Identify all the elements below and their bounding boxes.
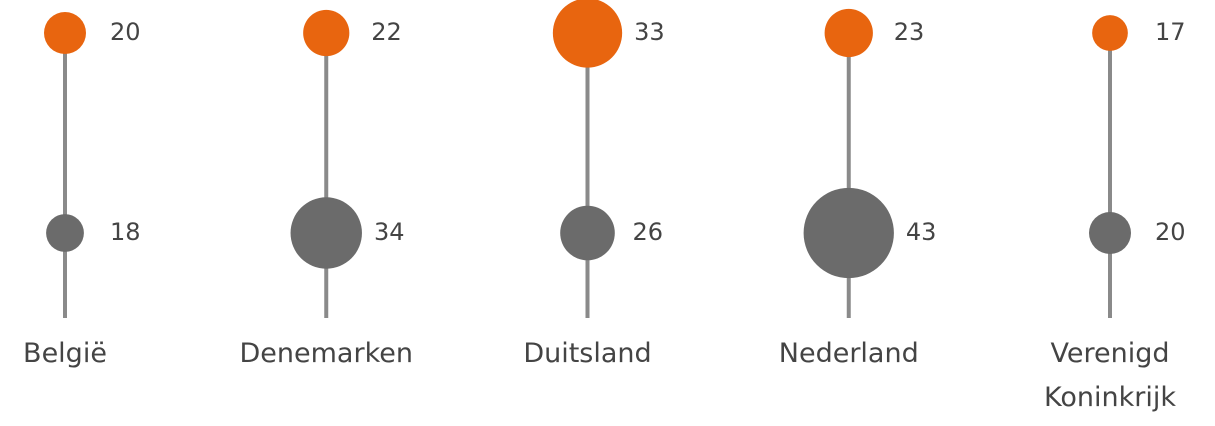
category-label: Verenigd Koninkrijk xyxy=(1044,338,1176,413)
dot xyxy=(290,197,362,269)
value-label: 17 xyxy=(1155,18,1186,46)
category-label: Denemarken xyxy=(239,338,413,369)
dot xyxy=(560,205,615,261)
value-label: 20 xyxy=(1155,218,1186,246)
dot xyxy=(552,0,623,68)
dot xyxy=(1089,212,1131,254)
value-label: 18 xyxy=(110,218,141,246)
value-label: 43 xyxy=(906,218,937,246)
value-label: 22 xyxy=(371,18,402,46)
category-label: Nederland xyxy=(778,338,919,369)
dot xyxy=(44,12,86,54)
dot xyxy=(303,9,350,57)
dot xyxy=(803,187,894,279)
value-label: 23 xyxy=(894,18,925,46)
value-label: 34 xyxy=(374,218,405,246)
value-label: 33 xyxy=(634,18,665,46)
dot xyxy=(46,214,84,252)
value-label: 26 xyxy=(633,218,664,246)
category-label: Duitsland xyxy=(523,338,652,369)
dot xyxy=(1092,15,1128,51)
dot xyxy=(824,8,873,58)
value-label: 20 xyxy=(110,18,141,46)
category-label: België xyxy=(23,338,107,369)
